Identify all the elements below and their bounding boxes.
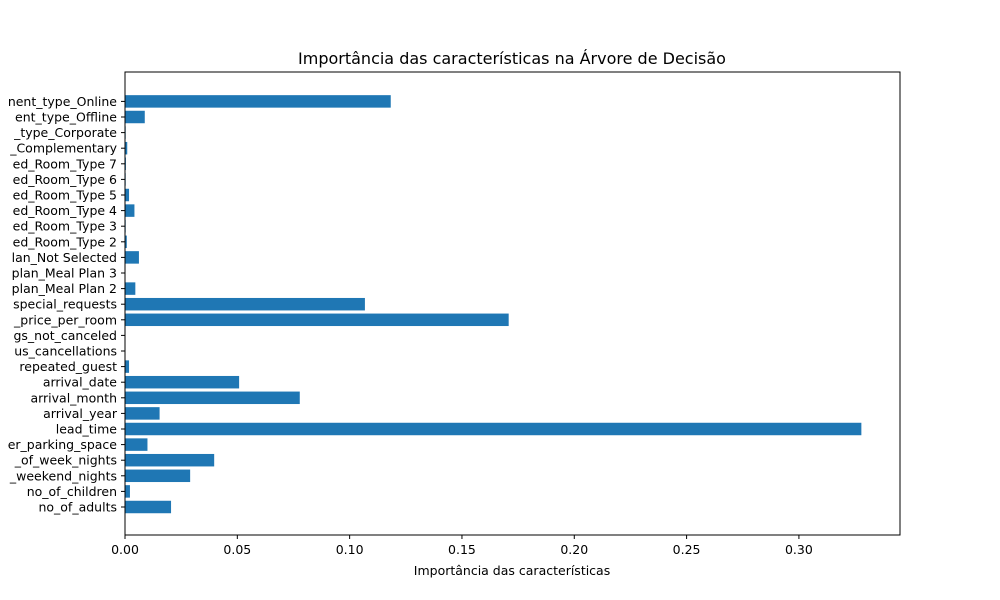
y-tick-label: ed_Room_Type 2 [13,234,117,249]
y-tick-label: _type_Corporate [13,125,117,140]
bar [125,407,160,420]
y-tick-label: arrival_date [43,375,117,390]
y-tick-label: plan_Meal Plan 2 [12,281,117,296]
y-tick-label: repeated_guest [19,359,117,374]
y-tick-label: special_requests [13,297,117,312]
x-tick-label: 0.30 [785,542,813,557]
y-tick-label: _price_per_room [13,312,117,327]
y-tick-label: nent_type_Online [8,94,117,109]
bar [125,360,130,373]
x-axis-label: Importância das características [414,563,610,578]
x-tick-label: 0.10 [336,542,364,557]
x-tick-label: 0.15 [448,542,476,557]
x-tick-label: 0.05 [223,542,251,557]
y-tick-label: no_of_adults [38,500,117,515]
bar [125,485,130,498]
bar [125,297,365,311]
y-tick-label: lead_time [56,422,118,437]
bar [125,313,509,327]
bar [125,375,240,389]
y-tick-label: ent_type_Offline [15,110,117,125]
y-tick-label: ed_Room_Type 5 [13,188,117,203]
y-tick-label: er_parking_space [8,437,118,452]
y-tick-label: gs_not_canceled [13,328,117,343]
y-tick-label: ed_Room_Type 7 [13,156,117,171]
bar [125,110,145,124]
y-tick-label: lan_Not Selected [12,250,117,265]
y-axis-ticks: no_of_adultsno_of_children_weekend_night… [8,94,125,515]
y-tick-label: us_cancellations [14,344,117,359]
y-tick-label: ed_Room_Type 6 [13,172,117,187]
y-tick-label: ed_Room_Type 3 [13,219,117,234]
x-tick-label: 0.20 [560,542,588,557]
bar [125,422,862,436]
bar [125,251,139,264]
bar [125,391,300,405]
x-axis-ticks: 0.00 0.05 0.10 0.15 0.20 0.25 0.30 [111,535,813,557]
bar [125,188,130,202]
plot-frame [124,71,901,536]
bar [125,438,148,451]
y-tick-label: ed_Room_Type 4 [13,203,117,218]
bar [125,282,136,295]
y-tick-label: _Complementary [9,141,117,156]
bar [125,453,215,467]
bar [125,235,127,249]
bar [125,141,128,155]
y-tick-label: _weekend_nights [9,468,117,483]
x-tick-label: 0.25 [673,542,701,557]
bars-group [125,95,862,514]
y-tick-label: _of_week_nights [14,453,117,468]
bar [125,469,191,483]
chart-title: Importância das características na Árvor… [298,49,726,68]
bar [125,500,172,514]
y-tick-label: no_of_children [27,484,117,499]
bar [125,95,391,108]
y-tick-label: arrival_month [30,390,117,405]
y-tick-label: plan_Meal Plan 3 [12,266,117,281]
x-tick-label: 0.00 [111,542,139,557]
bar [125,204,135,217]
y-tick-label: arrival_year [43,406,118,421]
